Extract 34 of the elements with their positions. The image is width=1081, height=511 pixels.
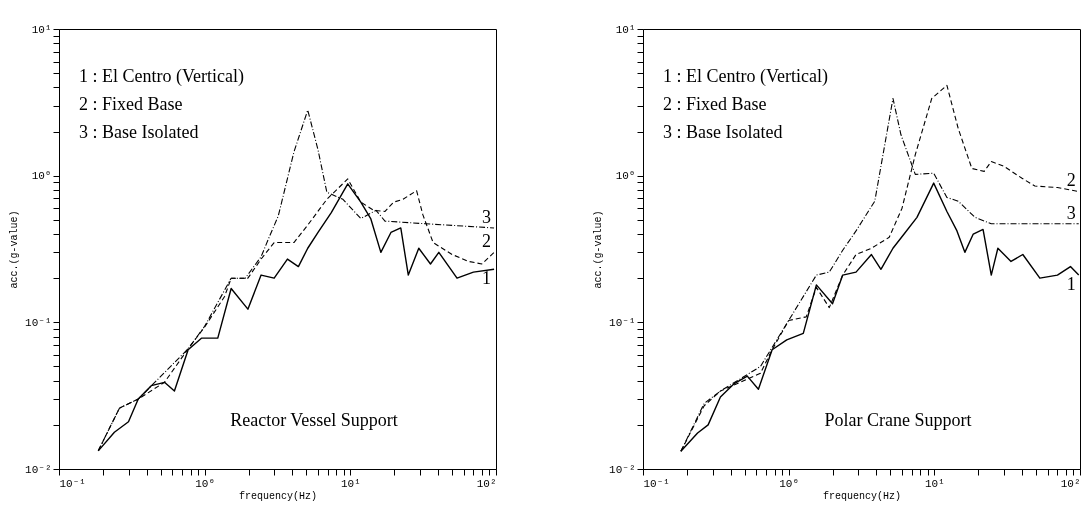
annotation: 1 : El Centro (Vertical) [663,66,828,87]
series-label: 2 [482,231,492,252]
y-tick-label: 10⁰ [615,170,636,183]
x-tick-label: 10¹ [924,477,945,490]
y-tick-label: 10¹ [31,23,52,36]
y-tick-label: 10¹ [615,23,636,36]
annotation: 2 : Fixed Base [663,94,767,114]
x-axis-title: frequency(Hz) [238,490,318,502]
text: Polar Crane Support [824,410,972,430]
annotation: 1 : El Centro (Vertical) [79,66,244,87]
series-label: 3 [1066,202,1076,223]
y-tick-label: 10⁻² [609,463,636,476]
annotation: 3 : Base Isolated [79,122,199,142]
x-tick-label: 10¹ [340,477,361,490]
y-tick-label: 10⁻¹ [25,316,52,329]
series-label: 1 [482,268,492,289]
y-tick-label: 10⁻¹ [609,316,636,329]
x-tick-label: 10⁰ [779,477,800,490]
x-tick-label: 10² [476,477,497,490]
x-tick-label: 10² [1060,477,1081,490]
series-label: 1 [1066,274,1076,295]
annotation: 3 : Base Isolated [663,122,783,142]
y-axis-title: acc.(g-value) [9,210,21,289]
x-tick-label: 10⁻¹ [643,477,670,490]
x-tick-label: 10⁻¹ [59,477,86,490]
y-tick-label: 10⁰ [31,170,52,183]
x-tick-label: 10⁰ [195,477,216,490]
x-axis-title: frequency(Hz) [822,490,902,502]
y-tick-label: 10⁻² [25,463,52,476]
y-axis-title: acc.(g-value) [593,210,605,289]
series-label: 3 [482,206,492,227]
series-label: 2 [1066,170,1076,191]
text: Reactor Vessel Support [230,410,398,430]
annotation: 2 : Fixed Base [79,94,183,114]
